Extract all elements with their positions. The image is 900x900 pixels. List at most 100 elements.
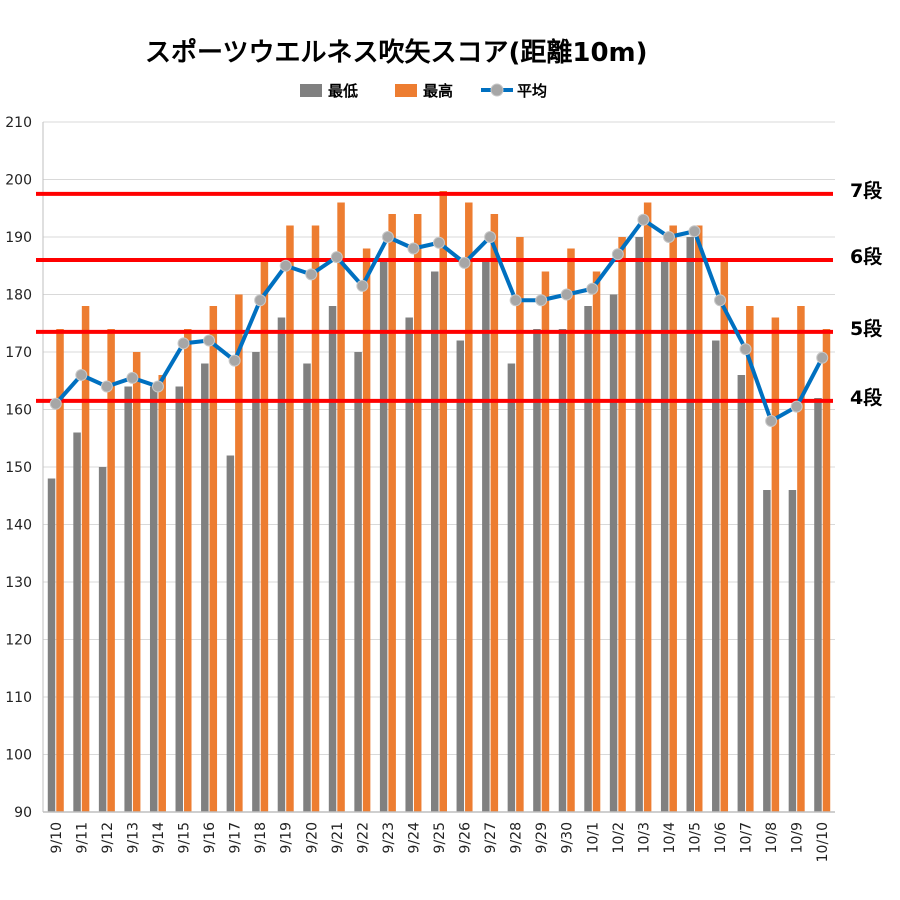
average-point [177, 337, 190, 350]
bar-min [303, 363, 311, 812]
x-tick-label: 9/14 [151, 822, 167, 854]
x-tick-label: 9/10 [49, 822, 65, 853]
x-tick-label: 10/6 [713, 822, 729, 854]
bar-min [201, 363, 209, 812]
bar-min [482, 260, 490, 812]
x-tick-label: 10/4 [662, 822, 678, 854]
bar-min [379, 260, 388, 812]
bar-min [98, 467, 107, 812]
bar-max [592, 271, 601, 812]
bar-min [405, 317, 413, 812]
bar-min [763, 490, 771, 812]
x-tick-label: 10/7 [739, 822, 755, 853]
x-tick-label: 9/26 [458, 822, 474, 854]
x-tick-label: 9/22 [355, 822, 371, 853]
bar-max [311, 225, 320, 812]
bar-max [567, 248, 575, 812]
bar-min [149, 386, 158, 812]
x-tick-label: 9/12 [100, 822, 116, 853]
x-tick-label: 10/9 [790, 822, 806, 853]
average-point [765, 415, 778, 427]
bar-min [635, 237, 643, 812]
bar-max [490, 214, 499, 812]
y-tick-label: 120 [5, 633, 32, 649]
bar-max [184, 329, 192, 812]
y-tick-label: 100 [5, 748, 32, 764]
x-tick-label: 9/29 [534, 822, 550, 853]
y-tick-label: 190 [5, 230, 32, 246]
bar-min [431, 271, 439, 812]
bar-min [814, 398, 822, 812]
average-point [381, 231, 394, 243]
legend-swatch-max [395, 84, 417, 97]
x-tick-label: 9/11 [74, 822, 90, 853]
bar-min [73, 432, 81, 812]
bar-max [388, 214, 396, 812]
bar-max [81, 306, 90, 812]
average-series-line [54, 217, 824, 423]
bar-max [516, 237, 524, 812]
average-point [560, 288, 573, 301]
bar-min [175, 386, 184, 812]
bar-min [354, 352, 362, 812]
y-tick-label: 200 [5, 173, 32, 189]
x-tick-label: 9/27 [483, 822, 499, 853]
average-point [714, 294, 727, 307]
bar-max [158, 375, 166, 812]
average-point [254, 294, 267, 307]
x-tick-label: 9/25 [432, 822, 448, 853]
bar-max [720, 260, 729, 812]
x-tick-label: 9/15 [177, 822, 193, 853]
x-tick-label: 9/24 [406, 822, 422, 854]
rank-reference-lines: 7段 6段 5段 4段 [36, 179, 883, 409]
rank-label: 4段 [850, 386, 883, 409]
average-point [49, 397, 62, 410]
x-tick-label: 10/5 [687, 822, 703, 853]
x-tick-label: 9/16 [202, 822, 218, 854]
bar-min [686, 237, 694, 812]
average-point [484, 231, 497, 243]
x-tick-label: 9/28 [509, 822, 525, 853]
average-point [586, 282, 599, 295]
bar-max [107, 329, 115, 812]
bar-min [558, 329, 567, 812]
average-point [151, 380, 164, 393]
average-line [49, 213, 829, 427]
x-tick-label: 9/17 [228, 822, 244, 853]
average-point [611, 248, 624, 261]
average-point [458, 256, 471, 269]
bar-min [47, 478, 56, 812]
bar-max [771, 317, 780, 812]
bar-max [362, 248, 371, 812]
bar-min [456, 340, 465, 812]
bar-max [286, 225, 294, 812]
average-point [330, 251, 343, 264]
average-point [407, 242, 420, 255]
bar-min [609, 294, 618, 812]
bar-max [56, 329, 64, 812]
chart-title: スポーツウエルネス吹矢スコア(距離10m) [145, 37, 648, 68]
bars [47, 191, 831, 812]
bar-max [260, 260, 269, 812]
bar-min [124, 386, 132, 812]
x-tick-label: 10/10 [815, 822, 831, 862]
average-point [688, 225, 701, 238]
bar-min [660, 260, 669, 812]
x-tick-label: 9/20 [304, 822, 320, 853]
bar-min [328, 306, 337, 812]
y-tick-label: 180 [5, 288, 32, 304]
rank-label: 7段 [850, 179, 883, 202]
average-point [279, 259, 292, 272]
bar-min [737, 375, 746, 812]
bar-min [277, 317, 286, 812]
bar-min [226, 455, 235, 812]
average-point [662, 231, 675, 243]
bar-min [507, 363, 516, 812]
bar-max [439, 191, 447, 812]
bar-max [669, 225, 677, 812]
y-tick-label: 150 [5, 460, 32, 476]
average-point [816, 351, 829, 364]
bar-min [533, 329, 541, 812]
bar-max [618, 237, 626, 812]
